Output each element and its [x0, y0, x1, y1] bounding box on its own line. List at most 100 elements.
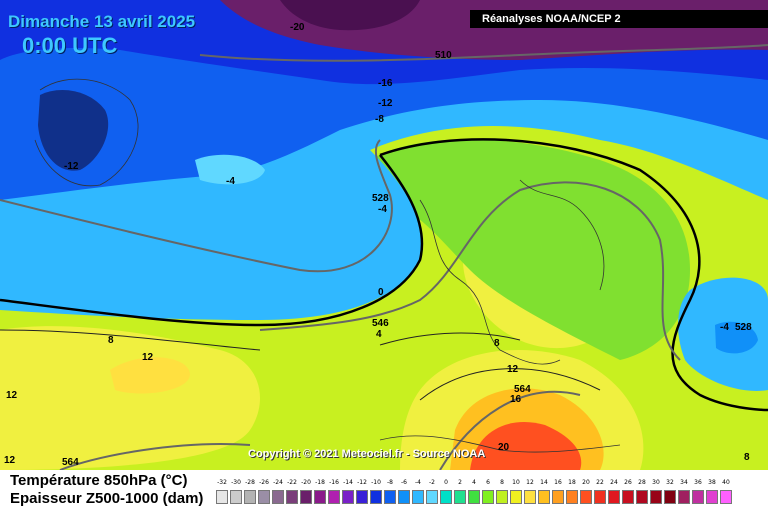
contour-label: -20	[290, 22, 305, 33]
scale-swatch	[720, 490, 732, 504]
scale-label: -30	[231, 479, 241, 486]
scale-swatch	[370, 490, 382, 504]
contour-label: -12	[378, 98, 393, 109]
zone-south-red	[470, 422, 582, 470]
scale-label: -26	[259, 479, 269, 486]
scale-label: 22	[596, 479, 604, 486]
scale-swatch	[524, 490, 536, 504]
contour-label: 528	[372, 193, 389, 204]
scale-swatch	[426, 490, 438, 504]
legend-title-temperature: Température 850hPa (°C)	[10, 472, 188, 489]
scale-swatch	[300, 490, 312, 504]
scale-label: -4	[415, 479, 421, 486]
scale-swatch	[314, 490, 326, 504]
scale-swatch	[636, 490, 648, 504]
scale-swatch	[230, 490, 242, 504]
zone-east-core	[715, 321, 758, 354]
contour-labels: -20510-16-12-8-12-4528-40546481212812564…	[4, 22, 752, 468]
contour-label: 16	[510, 394, 522, 405]
scale-swatch	[706, 490, 718, 504]
scale-label: 24	[610, 479, 618, 486]
zone-purple-core	[280, 0, 420, 31]
scale-swatch	[342, 490, 354, 504]
scale-swatch	[664, 490, 676, 504]
contour-label: 12	[507, 364, 519, 375]
scale-swatch	[244, 490, 256, 504]
scale-label: 40	[722, 479, 730, 486]
source-banner: Réanalyses NOAA/NCEP 2	[470, 10, 768, 28]
scale-swatch	[440, 490, 452, 504]
zone-sw-yellow	[0, 326, 260, 470]
scale-swatch	[566, 490, 578, 504]
scale-label: -8	[387, 479, 393, 486]
thickness-510	[199, 44, 768, 62]
scale-swatch	[678, 490, 690, 504]
isotherm-12-south	[419, 368, 601, 401]
contour-label: 8	[494, 338, 500, 349]
contour-label: -8	[375, 114, 384, 125]
scale-swatch	[356, 490, 368, 504]
scale-label: -32	[217, 479, 227, 486]
scale-swatch	[692, 490, 704, 504]
scale-label: 18	[568, 479, 576, 486]
scale-label: -18	[315, 479, 325, 486]
contour-label: 20	[498, 442, 510, 453]
isotherm-8	[0, 329, 521, 351]
date-label: Dimanche 13 avril 2025	[8, 12, 196, 31]
zone-green	[370, 139, 690, 360]
thickness-528	[0, 139, 393, 273]
scale-swatch	[286, 490, 298, 504]
scale-swatch	[468, 490, 480, 504]
scale-label: -12	[357, 479, 367, 486]
thickness-546	[259, 181, 681, 361]
contour-label: 528	[735, 322, 752, 333]
contour-label: 0	[378, 287, 384, 298]
scale-swatch	[510, 490, 522, 504]
scale-label: 20	[582, 479, 590, 486]
contour-label: 12	[4, 455, 16, 466]
zone-ice-patch	[195, 154, 265, 185]
scale-swatch	[552, 490, 564, 504]
scale-label: -24	[273, 479, 283, 486]
scale-label: 2	[458, 479, 462, 486]
contour-label: -4	[720, 322, 729, 333]
scale-label: -22	[287, 479, 297, 486]
scale-swatch	[258, 490, 270, 504]
scale-swatch	[594, 490, 606, 504]
scale-label: 36	[694, 479, 702, 486]
scale-label: -10	[371, 479, 381, 486]
contour-label: 546	[372, 318, 389, 329]
scale-label: 30	[652, 479, 660, 486]
scale-swatch	[454, 490, 466, 504]
scale-swatch	[384, 490, 396, 504]
scale-label: -14	[343, 479, 353, 486]
scale-swatch	[538, 490, 550, 504]
contour-label: -4	[378, 204, 387, 215]
zone-greenland	[38, 90, 109, 171]
coastline-europe	[419, 179, 605, 365]
scale-label: 6	[486, 479, 490, 486]
contour-label: 12	[6, 390, 18, 401]
thickness-564	[59, 390, 581, 470]
zone-sw-warm	[110, 357, 190, 394]
weather-map: -20510-16-12-8-12-4528-40546481212812564…	[0, 0, 768, 470]
scale-swatch	[398, 490, 410, 504]
scale-label: 28	[638, 479, 646, 486]
contour-label: 8	[108, 335, 114, 346]
scale-swatch	[482, 490, 494, 504]
scale-label: -28	[245, 479, 255, 486]
scale-swatch	[328, 490, 340, 504]
contour-label: -4	[226, 176, 235, 187]
scale-label: -6	[401, 479, 407, 486]
scale-swatch	[608, 490, 620, 504]
scale-label: 34	[680, 479, 688, 486]
contour-label: -16	[378, 78, 393, 89]
isotherm-zero-east	[379, 138, 768, 412]
scale-label: 38	[708, 479, 716, 486]
scale-label: -20	[301, 479, 311, 486]
contour-label: 12	[142, 352, 154, 363]
scale-label: 12	[526, 479, 534, 486]
isotherm-zero-west	[0, 154, 424, 327]
scale-swatch	[496, 490, 508, 504]
contour-label: 564	[514, 384, 531, 395]
